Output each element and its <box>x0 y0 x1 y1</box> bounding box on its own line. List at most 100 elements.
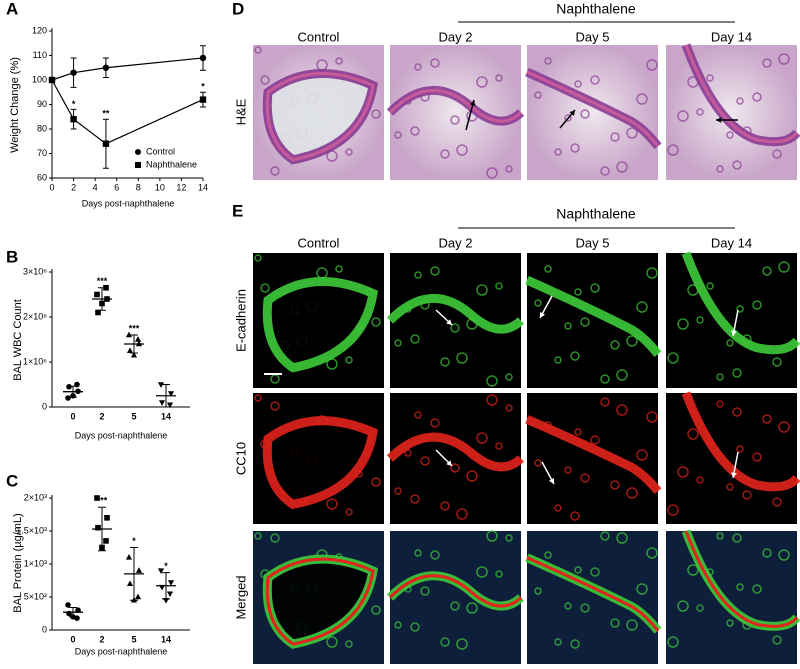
x-tick-label: 14 <box>198 182 208 192</box>
panel-letter: C <box>6 471 18 490</box>
x-tick-label: 2 <box>99 634 104 644</box>
group-header: Naphthalene <box>556 1 636 17</box>
significance: * <box>132 536 136 546</box>
arrow-head <box>731 472 737 478</box>
cell <box>345 508 353 516</box>
significance: * <box>72 99 76 109</box>
cell <box>466 602 478 614</box>
cell <box>326 498 338 510</box>
cell <box>476 76 488 88</box>
cell <box>270 401 280 411</box>
y-tick-label: 80 <box>37 123 47 133</box>
marker <box>104 296 110 302</box>
cell <box>440 637 450 647</box>
column-title: Day 2 <box>439 29 473 44</box>
airway-lumen <box>262 277 379 373</box>
marker <box>157 568 165 574</box>
y-axis-title: BAL Protein (µg/mL) <box>12 513 24 612</box>
cell <box>778 549 790 561</box>
arrow-head <box>446 460 452 466</box>
arrow-head <box>716 117 722 123</box>
cell <box>534 459 542 467</box>
x-axis-title: Days post-naphthalene <box>75 430 168 440</box>
cell <box>574 80 582 88</box>
cell <box>590 283 600 293</box>
cell <box>677 600 689 612</box>
cell <box>772 149 782 159</box>
arrow-head <box>731 330 737 336</box>
cell <box>476 432 488 444</box>
cell <box>440 501 450 511</box>
row-label: H&E <box>233 98 248 125</box>
marker <box>75 607 81 613</box>
cell <box>687 564 699 576</box>
cell <box>534 91 542 99</box>
cell <box>574 428 582 436</box>
marker <box>70 69 77 76</box>
marker <box>135 340 143 347</box>
cell <box>254 532 262 540</box>
row-label: E-cadherin <box>233 289 248 352</box>
micrograph <box>527 253 658 388</box>
panel-letter: D <box>232 0 244 18</box>
airway-lumen <box>386 294 525 334</box>
cell <box>736 583 744 591</box>
x-tick-label: 0 <box>70 634 75 644</box>
x-tick-label: 10 <box>155 182 165 192</box>
arrow-head <box>446 319 452 325</box>
cell <box>564 466 572 474</box>
airway-inner <box>388 89 523 123</box>
cell <box>696 316 704 324</box>
y-axis-title: Weight Change (%) <box>9 57 21 153</box>
cell <box>430 550 440 560</box>
micrograph <box>390 45 521 180</box>
cell <box>371 605 381 615</box>
cell <box>254 46 262 54</box>
cell <box>610 618 620 628</box>
cell <box>636 301 648 313</box>
y-tick-label: 110 <box>33 50 47 60</box>
x-tick-label: 0 <box>70 411 75 421</box>
x-tick-label: 14 <box>161 634 171 644</box>
group-header: Naphthalene <box>556 206 636 222</box>
marker <box>103 538 109 544</box>
airway-inner <box>526 556 660 632</box>
cell <box>646 411 658 423</box>
significance: ** <box>102 109 110 119</box>
airway-lumen <box>681 251 800 355</box>
airway-inner <box>388 574 523 608</box>
cell <box>404 449 412 457</box>
cell <box>610 132 620 142</box>
micrograph <box>666 531 797 664</box>
cell <box>394 339 402 347</box>
cell <box>574 288 582 296</box>
panel-letter: E <box>232 201 243 220</box>
cell <box>456 144 468 156</box>
cell <box>564 322 572 330</box>
marker <box>157 382 165 388</box>
cell <box>420 456 430 466</box>
marker <box>166 402 174 409</box>
y-tick-label: 1×10³ <box>24 558 47 568</box>
marker <box>95 524 101 531</box>
cell <box>716 400 724 408</box>
marker <box>70 392 76 399</box>
column-title: Day 14 <box>711 29 752 44</box>
marker <box>65 395 71 401</box>
cell <box>394 621 402 629</box>
significance: * <box>201 82 205 92</box>
cell <box>414 63 422 71</box>
cell <box>687 428 699 440</box>
airway-lumen <box>681 391 800 492</box>
significance: * <box>164 561 168 571</box>
marker <box>158 584 166 591</box>
cell <box>486 375 498 387</box>
micrograph <box>390 531 521 664</box>
cell <box>732 160 742 170</box>
cell <box>706 282 714 290</box>
marker <box>74 381 80 388</box>
marker <box>167 391 175 397</box>
column-title: Day 14 <box>711 235 752 250</box>
cell <box>762 548 772 558</box>
significance: *** <box>97 496 108 506</box>
